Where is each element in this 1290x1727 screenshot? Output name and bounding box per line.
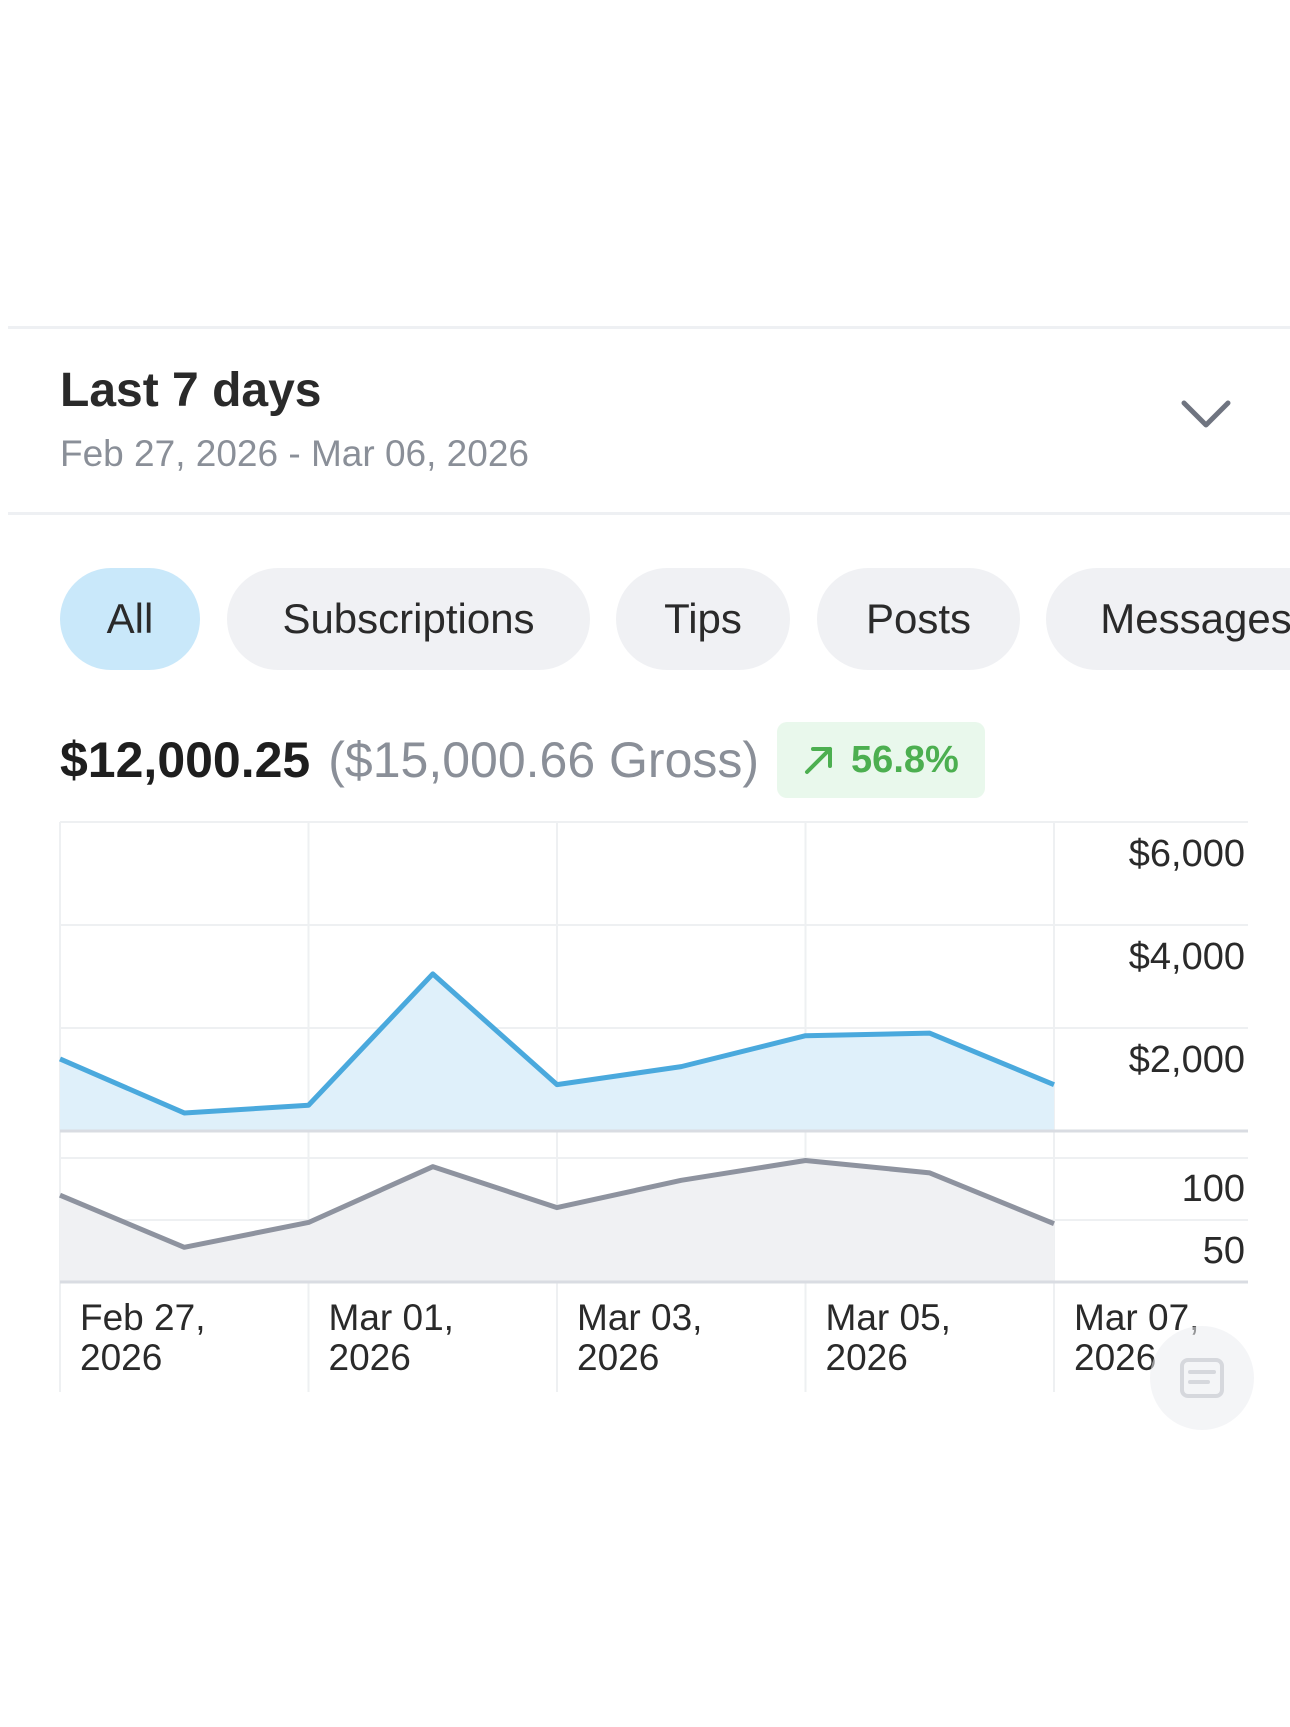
count-area-fill [60, 1160, 1054, 1282]
arrow-up-right-icon [805, 747, 833, 774]
y-axis-labels: $2,000 $4,000 $6,000 50 100 [1129, 833, 1245, 1272]
filter-chip-posts[interactable]: Posts [817, 568, 1020, 670]
earnings-series [59, 971, 1055, 1131]
x-tick-line1: Mar 03, [577, 1297, 702, 1338]
x-tick-line2: 2026 [826, 1337, 908, 1378]
x-tick-line1: Feb 27, [80, 1297, 205, 1338]
count-y-tick-label: 100 [1182, 1168, 1245, 1210]
earnings-summary: $12,000.25 ($15,000.66 Gross) 56.8% [60, 722, 985, 798]
filter-chip-messages[interactable]: Messages [1046, 568, 1290, 670]
top-divider [8, 326, 1290, 329]
count-series [59, 1157, 1055, 1282]
filter-chips: All Subscriptions Tips Posts Messages [0, 568, 1290, 672]
earnings-y-tick-label: $6,000 [1129, 833, 1245, 875]
x-tick-line2: 2026 [329, 1337, 411, 1378]
trend-badge: 56.8% [777, 722, 985, 798]
x-tick-line1: Mar 01, [329, 1297, 454, 1338]
filter-fab[interactable] [1150, 1326, 1254, 1430]
x-tick-line1: Mar 05, [826, 1297, 951, 1338]
net-earnings: $12,000.25 [60, 732, 311, 788]
earnings-area-fill [60, 973, 1054, 1131]
chevron-down-icon[interactable] [1178, 395, 1234, 435]
x-tick-line2: 2026 [577, 1337, 659, 1378]
gross-earnings: ($15,000.66 Gross) [328, 732, 760, 788]
header-divider [8, 512, 1290, 515]
filter-chip-subscriptions[interactable]: Subscriptions [227, 568, 590, 670]
x-tick-line2: 2026 [80, 1337, 162, 1378]
x-tick-label: Feb 27,2026 [80, 1297, 205, 1378]
count-line [59, 1157, 1055, 1250]
earnings-y-tick-label: $4,000 [1129, 936, 1245, 978]
trend-value: 56.8% [851, 738, 959, 781]
date-range-selector[interactable]: Last 7 days Feb 27, 2026 - Mar 06, 2026 [0, 329, 1290, 512]
filter-chip-all[interactable]: All [60, 568, 200, 670]
range-dates: Feb 27, 2026 - Mar 06, 2026 [60, 433, 529, 474]
x-tick-line2: 2026 [1074, 1337, 1156, 1378]
x-tick-label: Mar 05,2026 [826, 1297, 951, 1378]
x-tick-label: Mar 01,2026 [329, 1297, 454, 1378]
earnings-line [59, 971, 1055, 1116]
list-filter-icon [1180, 1358, 1224, 1398]
range-title: Last 7 days [60, 364, 322, 417]
filter-chip-tips[interactable]: Tips [616, 568, 790, 670]
count-y-tick-label: 50 [1203, 1230, 1245, 1272]
earnings-y-tick-label: $2,000 [1129, 1039, 1245, 1081]
x-tick-label: Mar 07,2026 [1074, 1297, 1199, 1378]
x-tick-label: Mar 03,2026 [577, 1297, 702, 1378]
